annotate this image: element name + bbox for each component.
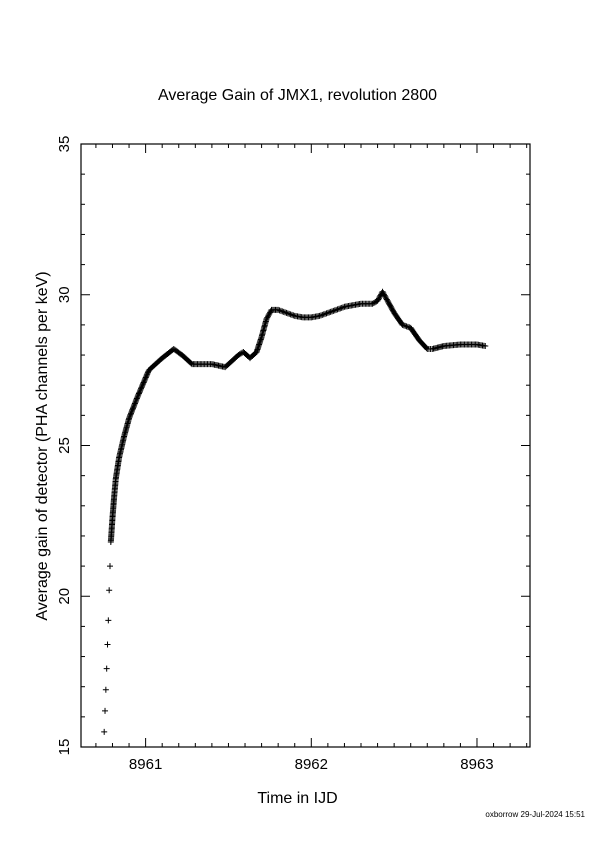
data-point — [275, 306, 282, 313]
data-point-fill — [322, 310, 329, 317]
data-point-fill — [423, 345, 430, 352]
data-point-fill — [375, 296, 382, 303]
data-point-fill — [280, 308, 287, 315]
data-point-fill — [404, 323, 411, 330]
data-point-fill — [265, 311, 272, 318]
data-point-fill — [276, 307, 283, 314]
data-point-fill — [264, 313, 271, 320]
data-point-fill — [266, 310, 273, 317]
data-point-fill — [286, 310, 293, 317]
x-tick-label: 8963 — [460, 756, 493, 773]
data-point-fill — [402, 322, 409, 329]
data-point — [324, 309, 331, 316]
data-point — [105, 617, 112, 624]
data-point-fill — [320, 311, 327, 318]
y-tick-label: 35 — [56, 136, 73, 153]
data-point — [102, 707, 109, 714]
data-point-fill — [330, 307, 337, 314]
data-point-fill — [376, 293, 383, 300]
data-point — [101, 728, 108, 735]
data-point — [379, 288, 386, 295]
data-point-fill — [326, 309, 333, 316]
data-point-fill — [380, 290, 387, 297]
data-point-fill — [264, 314, 271, 321]
y-tick-label: 25 — [56, 437, 73, 454]
data-point-fill — [282, 309, 289, 316]
chart-title: Average Gain of JMX1, revolution 2800 — [158, 87, 437, 104]
data-point — [399, 321, 406, 328]
y-tick-label: 15 — [56, 739, 73, 756]
data-point-fill — [337, 305, 344, 312]
data-point-fill — [327, 308, 334, 315]
data-point — [106, 563, 113, 570]
data-point-fill — [375, 295, 382, 302]
data-point — [104, 641, 111, 648]
x-tick-label: 8962 — [295, 756, 328, 773]
data-point — [102, 686, 109, 693]
data-point — [316, 312, 323, 319]
data-point-fill — [381, 292, 388, 299]
data-point-fill — [287, 311, 294, 318]
data-point — [103, 665, 110, 672]
footer-stamp: oxborrow 29-Jul-2024 15:51 — [485, 810, 585, 819]
data-point-fill — [340, 304, 347, 311]
data-point-fill — [267, 309, 274, 316]
data-point-fill — [338, 304, 345, 311]
data-point-fill — [382, 293, 389, 300]
data-point-fill — [319, 311, 326, 318]
data-point-fill — [284, 310, 291, 317]
data-point — [283, 309, 290, 316]
data-point-fill — [279, 308, 286, 315]
plot-frame — [80, 143, 531, 748]
data-point-fill — [290, 312, 297, 319]
data-point — [374, 297, 381, 304]
x-axis-label: Time in IJD — [257, 790, 338, 807]
data-point-fill — [329, 308, 336, 315]
data-point-fill — [380, 291, 387, 298]
data-point-fill — [400, 322, 407, 329]
data-point — [333, 306, 340, 313]
y-tick-label: 30 — [56, 286, 73, 303]
data-point-fill — [403, 323, 410, 330]
data-point-fill — [277, 307, 284, 314]
x-tick-label: 8961 — [129, 756, 162, 773]
data-point-fill — [383, 295, 390, 302]
data-point-fill — [323, 310, 330, 317]
data-point-fill — [335, 305, 342, 312]
data-point-fill — [317, 312, 324, 319]
data-point — [482, 343, 489, 350]
data-point — [263, 315, 270, 322]
y-tick-label: 20 — [56, 588, 73, 605]
data-point-fill — [331, 307, 338, 314]
data-point-fill — [334, 306, 341, 313]
data-point — [106, 587, 113, 594]
data-point-fill — [288, 311, 295, 318]
